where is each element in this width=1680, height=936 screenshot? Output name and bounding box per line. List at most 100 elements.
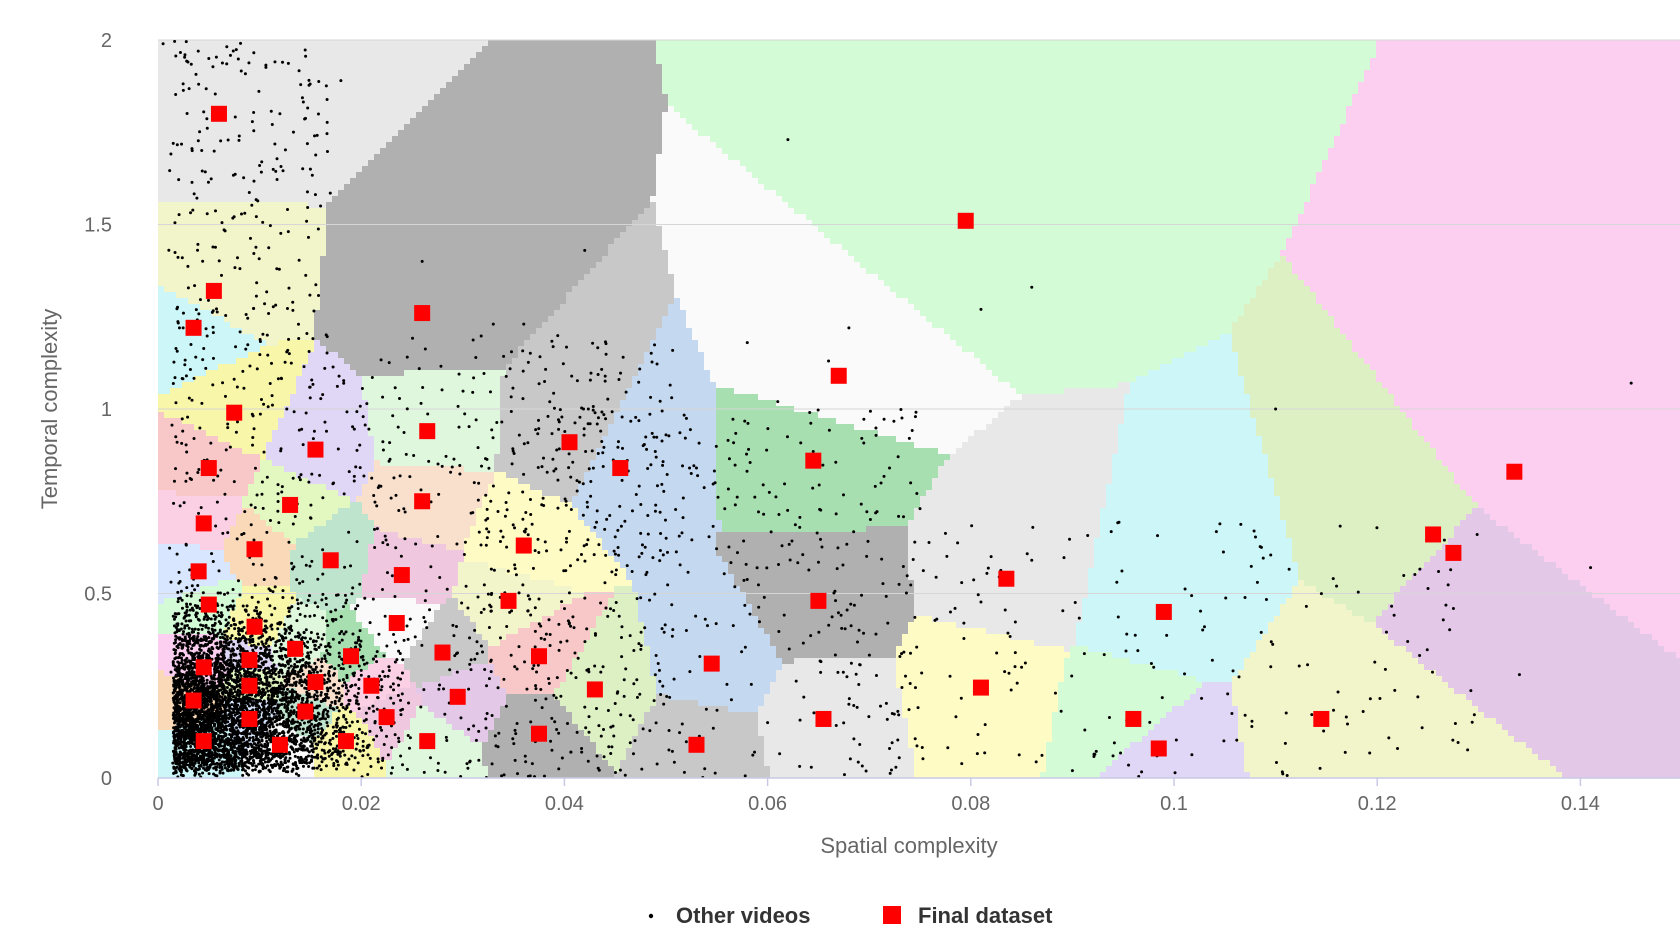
data-point-other-videos [342,714,345,717]
data-point-other-videos [480,465,483,468]
data-point-other-videos [388,441,391,444]
data-point-other-videos [288,675,291,678]
data-point-other-videos [183,501,186,504]
data-point-other-videos [315,743,318,746]
data-point-other-videos [243,742,246,745]
data-point-other-videos [185,586,188,589]
data-point-other-videos [175,669,178,672]
data-point-other-videos [193,732,196,735]
data-point-other-videos [308,662,311,665]
data-point-other-videos [273,716,276,719]
data-point-other-videos [187,753,190,756]
data-point-other-videos [545,633,548,636]
data-point-other-videos [299,669,302,672]
data-point-other-videos [362,740,365,743]
data-point-other-videos [271,628,274,631]
data-point-other-videos [323,709,326,712]
data-point-other-videos [315,648,318,651]
data-point-other-videos [329,704,332,707]
data-point-other-videos [543,380,546,383]
data-point-other-videos [306,641,309,644]
data-point-other-videos [338,652,341,655]
data-point-other-videos [172,677,175,680]
data-point-other-videos [480,611,483,614]
data-point-other-videos [258,771,261,774]
data-point-other-videos [662,490,665,493]
data-point-other-videos [212,479,215,482]
data-point-other-videos [218,729,221,732]
data-point-other-videos [287,667,290,670]
data-point-other-videos [323,367,326,370]
data-point-other-videos [366,744,369,747]
data-point-other-videos [185,611,188,614]
data-point-other-videos [225,728,228,731]
data-point-other-videos [312,639,315,642]
data-point-other-videos [296,598,299,601]
data-point-other-videos [514,759,517,762]
data-point-other-videos [200,680,203,683]
data-point-other-videos [281,596,284,599]
data-point-other-videos [248,732,251,735]
data-point-other-videos [492,485,495,488]
data-point-other-videos [250,644,253,647]
data-point-other-videos [297,602,300,605]
data-point-other-videos [245,772,248,775]
data-point-other-videos [260,719,263,722]
data-point-other-videos [236,386,239,389]
data-point-other-videos [275,577,278,580]
data-point-other-videos [293,690,296,693]
data-point-other-videos [177,694,180,697]
data-point-other-videos [357,703,360,706]
data-point-other-videos [636,696,639,699]
data-point-other-videos [301,732,304,735]
data-point-other-videos [359,405,362,408]
data-point-other-videos [190,595,193,598]
data-point-other-videos [555,728,558,731]
data-point-other-videos [484,717,487,720]
data-point-other-videos [265,627,268,630]
data-point-other-videos [277,672,280,675]
data-point-other-videos [224,624,227,627]
data-point-other-videos [534,699,537,702]
data-point-other-videos [347,758,350,761]
data-point-other-videos [654,450,657,453]
data-point-other-videos [321,665,324,668]
data-point-other-videos [386,543,389,546]
data-point-other-videos [239,678,242,681]
data-point-other-videos [317,727,320,730]
data-point-other-videos [182,714,185,717]
data-point-other-videos [274,754,277,757]
data-point-other-videos [274,673,277,676]
data-point-other-videos [577,657,580,660]
data-point-other-videos [513,563,516,566]
data-point-other-videos [262,663,265,666]
data-point-other-videos [356,540,359,543]
data-point-other-videos [388,669,391,672]
data-point-other-videos [232,600,235,603]
data-point-other-videos [254,646,257,649]
data-point-other-videos [309,504,312,507]
data-point-other-videos [305,681,308,684]
data-point-other-videos [261,643,264,646]
data-point-other-videos [199,639,202,642]
data-point-other-videos [391,766,394,769]
data-point-other-videos [370,477,373,480]
data-point-other-videos [375,504,378,507]
data-point-other-videos [214,678,217,681]
data-point-other-videos [247,766,250,769]
data-point-other-videos [397,650,400,653]
data-point-other-videos [190,592,193,595]
data-point-other-videos [302,443,305,446]
data-point-other-videos [266,598,269,601]
data-point-other-videos [196,612,199,615]
data-point-other-videos [173,756,176,759]
data-point-other-videos [385,538,388,541]
data-point-other-videos [280,643,283,646]
data-point-other-videos [553,407,556,410]
data-point-other-videos [365,718,368,721]
data-point-other-videos [215,709,218,712]
data-point-other-videos [309,695,312,698]
data-point-other-videos [179,681,182,684]
data-point-other-videos [228,683,231,686]
data-point-other-videos [322,714,325,717]
